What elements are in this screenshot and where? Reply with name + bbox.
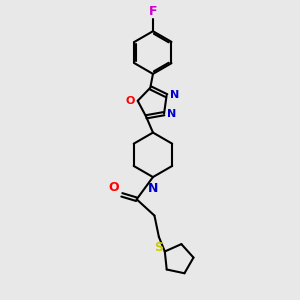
Text: N: N: [148, 182, 158, 194]
Text: F: F: [149, 5, 157, 18]
Text: N: N: [167, 109, 176, 119]
Text: O: O: [126, 96, 135, 106]
Text: S: S: [154, 242, 164, 254]
Text: N: N: [169, 90, 179, 100]
Text: O: O: [109, 181, 119, 194]
